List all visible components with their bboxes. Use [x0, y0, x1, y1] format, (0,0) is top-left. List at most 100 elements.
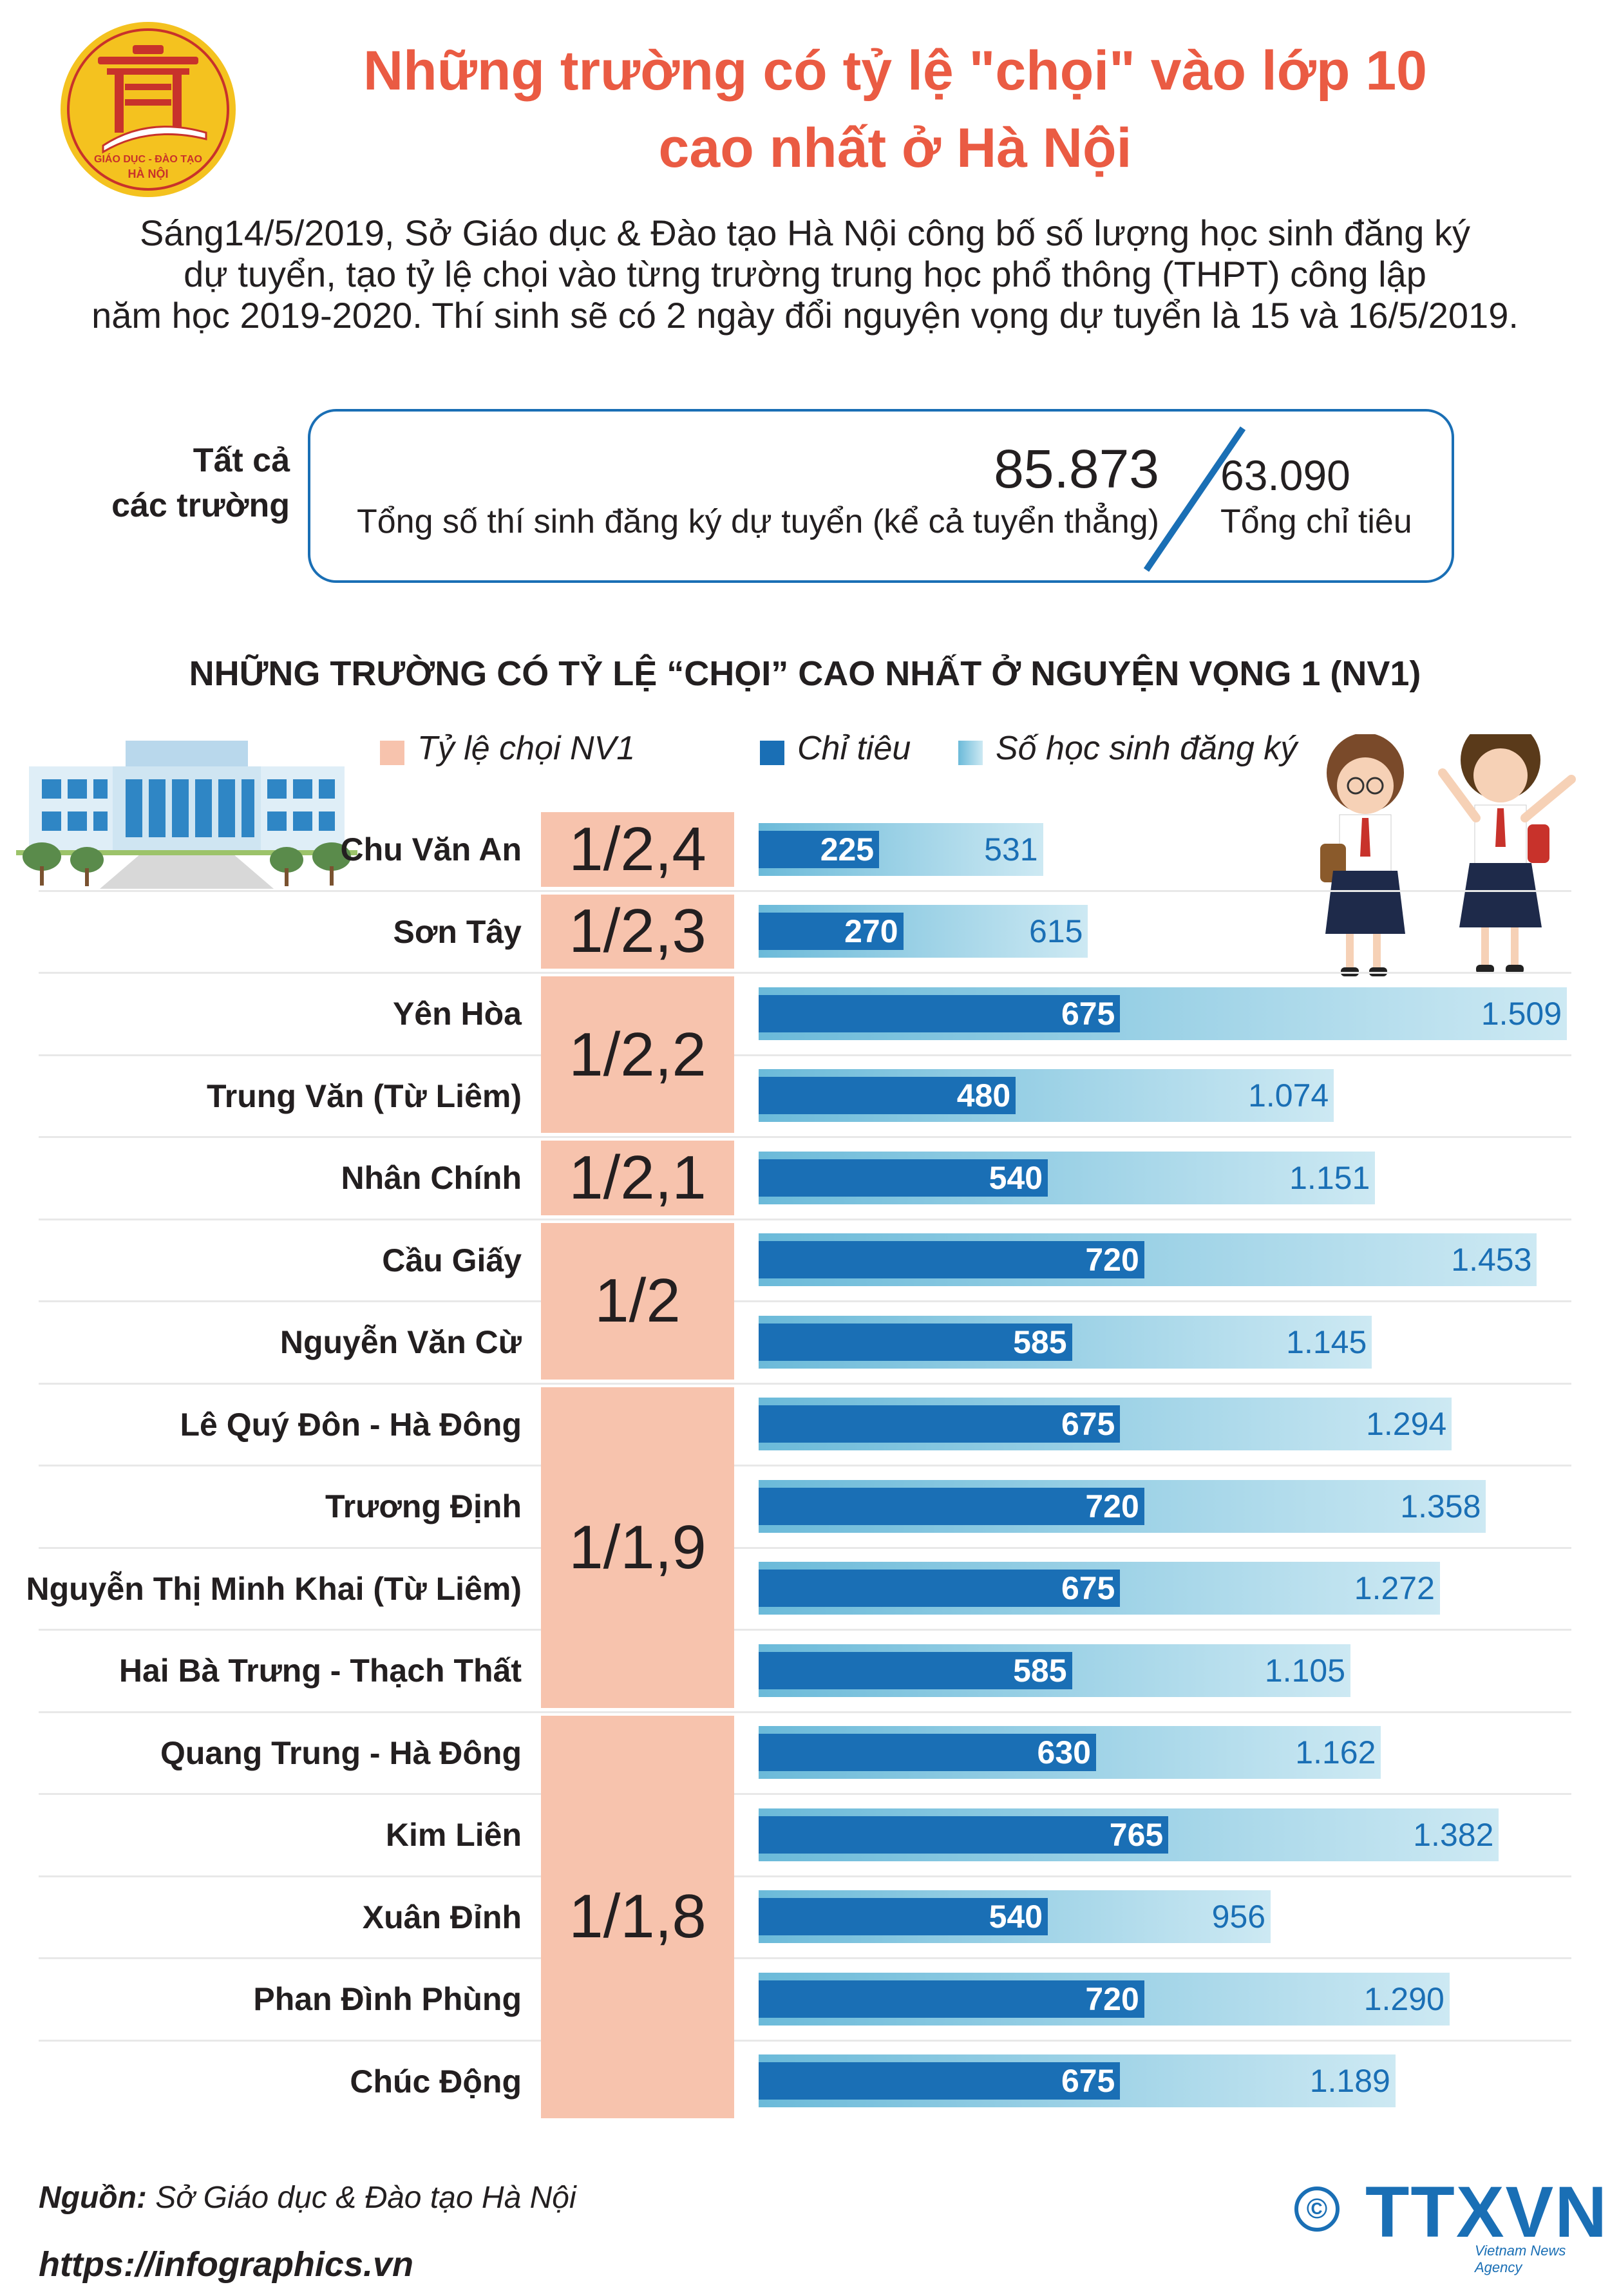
school-name: Trương Định — [325, 1488, 522, 1524]
logo-text-bottom: HÀ NỘI — [128, 167, 169, 180]
total-registered-label: Tổng số thí sinh đăng ký dự tuyển (kể cả… — [357, 503, 1159, 540]
intro-line-3: năm học 2019-2020. Thí sinh sẽ có 2 ngày… — [91, 295, 1519, 336]
quota-bar — [759, 1323, 1072, 1361]
ttxvn-subtitle: Vietnam News Agency — [1475, 2243, 1566, 2275]
row-separator — [39, 1382, 1571, 1385]
row-separator — [39, 1711, 1571, 1713]
quota-bar — [759, 1980, 1144, 2018]
quota-bar — [759, 1816, 1169, 1854]
legend-ratio-swatch — [380, 741, 404, 765]
row-separator — [39, 1875, 1571, 1877]
school-name: Chu Văn An — [340, 831, 522, 868]
row-separator — [39, 972, 1571, 974]
quota-value-label: 540 — [989, 1899, 1043, 1935]
quota-value-label: 675 — [1061, 1570, 1115, 1607]
legend-quota-swatch — [760, 741, 784, 765]
quota-value-label: 720 — [1085, 1488, 1139, 1524]
quota-value-label: 720 — [1085, 1242, 1139, 1278]
registered-value-label: 1.358 — [1400, 1488, 1481, 1524]
school-name: Nhân Chính — [341, 1160, 522, 1196]
row-separator — [39, 1465, 1571, 1466]
registered-value-label: 615 — [1029, 913, 1083, 950]
ratio-box: 1/2,3 — [541, 894, 734, 969]
intro-line-1: Sáng14/5/2019, Sở Giáo dục & Đào tạo Hà … — [139, 213, 1470, 253]
hanoi-education-logo: GIÁO DỤC - ĐÀO TẠO HÀ NỘI — [61, 22, 236, 197]
website-link[interactable]: https://infographics.vn — [39, 2245, 414, 2284]
source-note: Nguồn: Sở Giáo dục & Đào tạo Hà Nội — [39, 2180, 576, 2215]
source-text: Sở Giáo dục & Đào tạo Hà Nội — [146, 2181, 576, 2215]
intro-paragraph: Sáng14/5/2019, Sở Giáo dục & Đào tạo Hà … — [52, 213, 1558, 336]
school-name: Cầu Giấy — [382, 1242, 522, 1278]
registered-value-label: 956 — [1211, 1899, 1266, 1935]
ratio-label: 1/2,4 — [569, 814, 706, 884]
quota-bar — [759, 1570, 1121, 1608]
registered-value-label: 1.294 — [1366, 1406, 1447, 1443]
quota-bar — [759, 830, 880, 868]
slash-divider — [1143, 426, 1246, 572]
school-name: Xuân Đỉnh — [362, 1899, 522, 1935]
legend-registered-swatch — [958, 741, 983, 765]
quota-value-label: 675 — [1061, 995, 1115, 1032]
row-separator — [39, 1793, 1571, 1795]
quota-value-label: 225 — [820, 831, 875, 868]
ratio-label: 1/2,2 — [569, 1020, 706, 1089]
total-quota-label: Tổng chỉ tiêu — [1220, 503, 1412, 540]
quota-bar — [759, 1898, 1048, 1936]
quota-value-label: 630 — [1037, 1734, 1091, 1771]
registered-value-label: 1.290 — [1363, 1980, 1444, 2017]
registered-value-label: 1.074 — [1248, 1077, 1329, 1114]
ratio-box: 1/2 — [541, 1222, 734, 1380]
ratio-box: 1/1,8 — [541, 1715, 734, 2118]
quota-value-label: 585 — [1013, 1652, 1067, 1689]
registered-value-label: 1.145 — [1286, 1324, 1367, 1360]
all-schools-label-line-1: Tất cả — [193, 442, 290, 479]
school-name: Phan Đình Phùng — [253, 1981, 522, 2017]
ratio-label: 1/2 — [594, 1266, 681, 1335]
row-separator — [39, 889, 1571, 892]
registered-value-label: 1.453 — [1451, 1242, 1532, 1278]
title-line-1: Những trường có tỷ lệ "chọi" vào lớp 10 — [363, 40, 1427, 102]
source-label: Nguồn: — [39, 2181, 147, 2215]
registered-value-label: 1.272 — [1354, 1570, 1435, 1607]
ratio-label: 1/1,9 — [569, 1512, 706, 1582]
row-separator — [39, 1218, 1571, 1220]
registered-value-label: 1.509 — [1481, 995, 1562, 1032]
quota-bar — [759, 1487, 1144, 1525]
quota-value-label: 540 — [989, 1159, 1043, 1196]
row-separator — [39, 1629, 1571, 1631]
chart-title: NHỮNG TRƯỜNG CÓ TỶ LỆ “CHỌI” CAO NHẤT Ở … — [189, 654, 1421, 693]
row-separator — [39, 1136, 1571, 1138]
summary-box — [308, 409, 1454, 583]
registered-value-label: 531 — [984, 831, 1038, 868]
school-name: Sơn Tây — [393, 913, 522, 950]
quota-bar — [759, 2062, 1121, 2100]
ratio-label: 1/1,8 — [569, 1882, 706, 1951]
quota-bar — [759, 994, 1121, 1032]
all-schools-label-line-2: các trường — [111, 487, 290, 524]
school-building-illustration — [16, 741, 357, 889]
legend-ratio-label: Tỷ lệ chọi NV1 — [417, 730, 636, 767]
quota-value-label: 480 — [956, 1077, 1011, 1114]
registered-value-label: 1.162 — [1295, 1734, 1376, 1771]
students-illustration — [1320, 734, 1576, 976]
ratio-label: 1/2,3 — [569, 897, 706, 966]
row-separator — [39, 2039, 1571, 2042]
quota-bar — [759, 1241, 1144, 1279]
quota-bar — [759, 1159, 1048, 1197]
school-name: Nguyễn Thị Minh Khai (Từ Liêm) — [26, 1570, 522, 1607]
logo-text-top: GIÁO DỤC - ĐÀO TẠO — [94, 153, 202, 165]
school-name: Hai Bà Trưng - Thạch Thất — [118, 1653, 522, 1689]
row-separator — [39, 1546, 1571, 1549]
row-separator — [39, 1957, 1571, 1959]
quota-bar — [759, 1077, 1016, 1115]
legend-quota-label: Chỉ tiêu — [797, 730, 911, 767]
ratio-box: 1/2,4 — [541, 812, 734, 887]
school-name: Lê Quý Đôn - Hà Đông — [180, 1406, 522, 1443]
quota-value-label: 675 — [1061, 2063, 1115, 2100]
all-schools-label: Tất cả các trường — [77, 438, 290, 528]
ratio-box: 1/2,1 — [541, 1141, 734, 1215]
quota-bar — [759, 1405, 1121, 1443]
quota-bar — [759, 913, 904, 951]
registered-value-label: 1.105 — [1264, 1652, 1345, 1689]
school-name: Nguyễn Văn Cừ — [279, 1324, 522, 1360]
